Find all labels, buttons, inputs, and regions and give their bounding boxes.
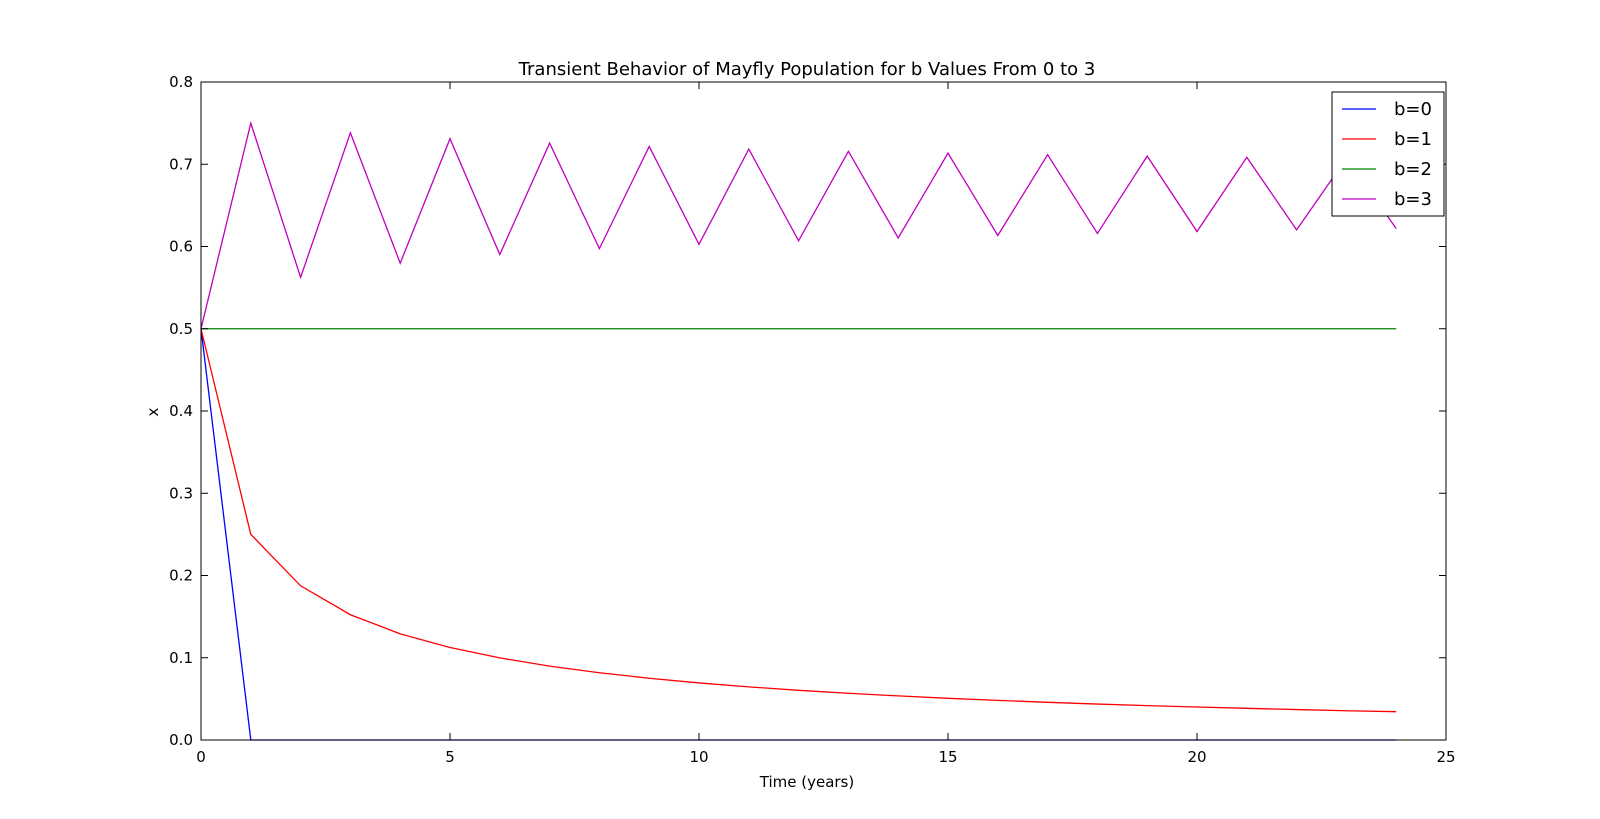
- ticks-layer: 0 5 10 15 20 25 0.0 0.1 0.2 0.3 0.4 0.5 0.6 0.7 0.8: [169, 73, 1455, 766]
- plot-frame: [200, 81, 1447, 741]
- y-tick-label: 0.3: [169, 484, 193, 502]
- series-line-b3: [200, 120, 1397, 329]
- x-tick-label: 10: [689, 748, 708, 766]
- series-line-b0: [200, 328, 1397, 741]
- x-tick-label: 25: [1436, 748, 1455, 766]
- y-axis-label: x: [144, 407, 162, 416]
- legend-box: [1331, 91, 1445, 217]
- series-layer: [200, 120, 1397, 741]
- y-tick-label: 0.2: [169, 567, 193, 585]
- y-tick-label: 0.4: [169, 402, 193, 420]
- legend-label-b0: b=0: [1394, 99, 1432, 120]
- y-tick-label: 0.1: [169, 649, 193, 667]
- y-tick-label: 0.8: [169, 73, 193, 91]
- y-tick-label: 0.0: [169, 731, 193, 749]
- legend-label-b3: b=3: [1394, 189, 1432, 210]
- x-tick-label: 0: [196, 748, 206, 766]
- chart-title: Transient Behavior of Mayfly Population …: [518, 59, 1096, 80]
- y-tick-label: 0.5: [169, 320, 193, 338]
- x-tick-label: 5: [445, 748, 455, 766]
- legend: b=0 b=1 b=2 b=3: [1331, 91, 1445, 217]
- x-tick-label: 15: [938, 748, 957, 766]
- series-line-b1: [200, 328, 1397, 713]
- y-tick-label: 0.7: [169, 155, 193, 173]
- x-axis-label: Time (years): [759, 773, 854, 791]
- legend-label-b1: b=1: [1394, 129, 1432, 150]
- y-tick-label: 0.6: [169, 238, 193, 256]
- legend-label-b2: b=2: [1394, 159, 1432, 180]
- x-tick-label: 20: [1187, 748, 1206, 766]
